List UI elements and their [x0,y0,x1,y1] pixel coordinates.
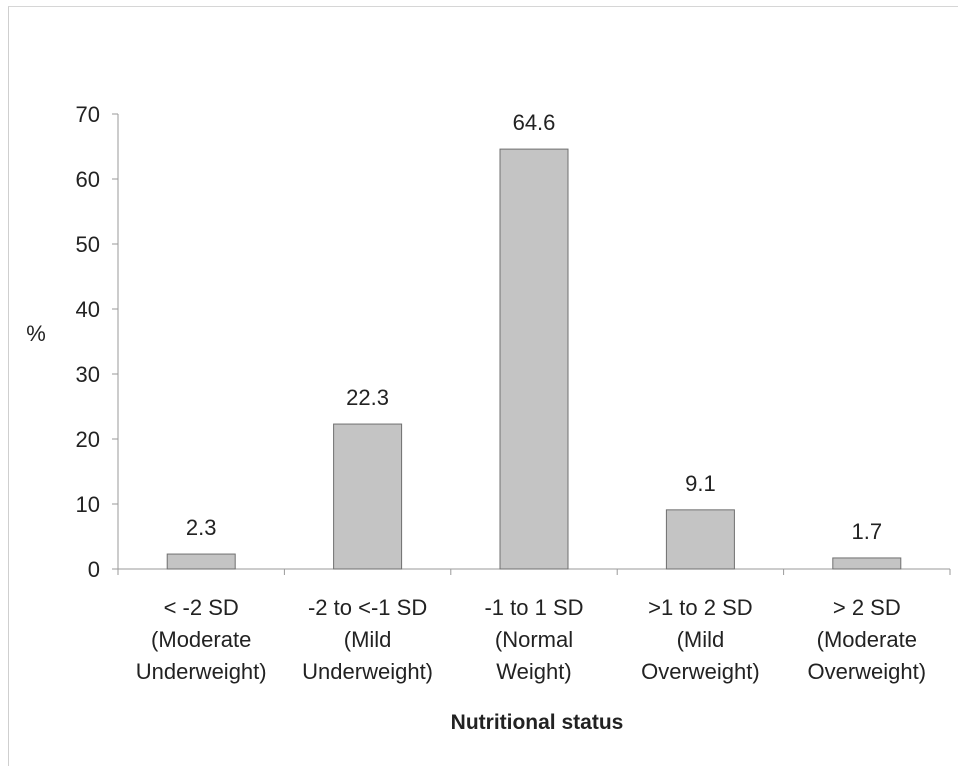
category-label: Weight) [496,659,571,684]
bar [500,149,568,569]
y-tick-label: 0 [88,557,100,582]
category-label: < -2 SD [164,595,239,620]
category-label: (Mild [677,627,725,652]
data-label: 64.6 [513,110,556,135]
category-label: Underweight) [302,659,433,684]
data-label: 9.1 [685,471,716,496]
y-tick-label: 20 [76,427,100,452]
y-tick-label: 60 [76,167,100,192]
bar [666,510,734,569]
y-axis: 0 10 20 30 40 50 60 70 [76,102,118,582]
category-label: Underweight) [136,659,267,684]
bar [167,554,235,569]
y-tick-label: 70 [76,102,100,127]
x-axis [118,569,950,575]
category-label: (Moderate [151,627,251,652]
category-label: >1 to 2 SD [648,595,753,620]
y-tick-label: 30 [76,362,100,387]
category-labels: < -2 SD (Moderate Underweight) -2 to <-1 SD… [136,595,926,684]
y-axis-title: % [26,321,46,346]
bar [833,558,901,569]
data-label: 22.3 [346,385,389,410]
category-label: (Normal [495,627,573,652]
category-label: -2 to <-1 SD [308,595,427,620]
y-tick-label: 50 [76,232,100,257]
category-label: Overweight) [641,659,760,684]
y-tick-label: 40 [76,297,100,322]
bar [334,424,402,569]
category-label: (Moderate [817,627,917,652]
bars [167,149,901,569]
category-label: (Mild [344,627,392,652]
data-label: 2.3 [186,515,217,540]
data-label: 1.7 [852,519,883,544]
y-tick-label: 10 [76,492,100,517]
category-label: Overweight) [808,659,927,684]
x-axis-title: Nutritional status [451,711,624,734]
category-label: -1 to 1 SD [484,595,583,620]
category-label: > 2 SD [833,595,901,620]
